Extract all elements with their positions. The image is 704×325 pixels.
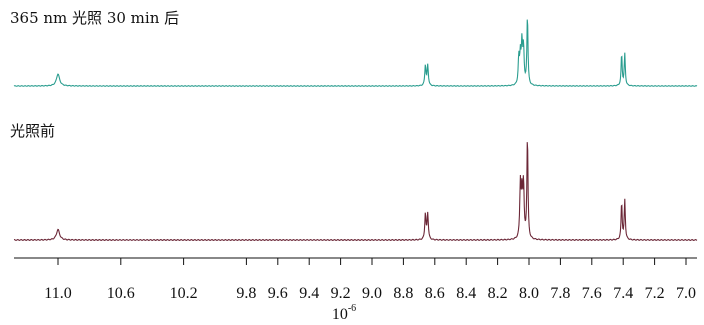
x-tick-label: 7.8 bbox=[550, 285, 570, 302]
x-tick-label: 7.2 bbox=[645, 285, 665, 302]
spectra-traces bbox=[13, 19, 698, 242]
x-tick-label: 9.0 bbox=[362, 285, 382, 302]
x-tick-label: 8.6 bbox=[425, 285, 445, 302]
x-tick-label: 7.0 bbox=[676, 285, 696, 302]
x-tick-label: 9.2 bbox=[331, 285, 351, 302]
x-tick-label: 11.0 bbox=[44, 285, 71, 302]
x-tick-label: 8.0 bbox=[519, 285, 539, 302]
series-line-0 bbox=[13, 19, 698, 87]
x-axis-unit: 10-6 bbox=[332, 303, 356, 323]
series-label-before: 光照前 bbox=[10, 122, 55, 140]
x-tick-label: 7.6 bbox=[582, 285, 602, 302]
x-axis-unit-exponent: -6 bbox=[348, 303, 356, 314]
x-tick-label: 9.6 bbox=[268, 285, 288, 302]
series-label-after: 365 nm 光照 30 min 后 bbox=[10, 9, 179, 27]
x-tick-label: 7.4 bbox=[613, 285, 633, 302]
x-tick-label: 9.8 bbox=[236, 285, 256, 302]
series-line-1 bbox=[13, 142, 698, 242]
x-tick-label: 8.4 bbox=[456, 285, 476, 302]
x-tick-label: 9.4 bbox=[299, 285, 319, 302]
x-tick-label: 10.6 bbox=[107, 285, 135, 302]
x-tick-label: 8.2 bbox=[488, 285, 508, 302]
x-tick-label: 10.2 bbox=[170, 285, 198, 302]
x-axis-ticks: 11.0 10.6 10.2 9.8 9.6 9.4 9.2 9.0 8.8 8.6 8.4 8.2 8… bbox=[44, 258, 696, 302]
x-tick-label: 8.8 bbox=[393, 285, 413, 302]
x-axis-unit-base: 10 bbox=[332, 306, 348, 323]
